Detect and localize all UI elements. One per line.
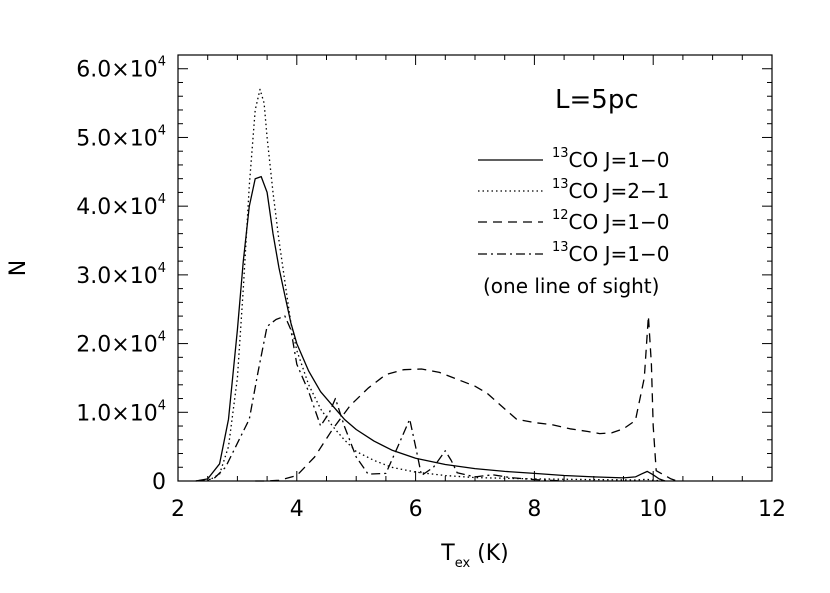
annotation-length: L=5pc [555, 85, 639, 115]
y-tick-mantissa: 1.0×10 [76, 401, 157, 426]
y-tick-label: 4.0×104 [76, 192, 166, 220]
x-tick-label: 4 [290, 497, 304, 522]
y-tick-label: 1.0×104 [76, 398, 166, 426]
legend-label: 13CO J=1−0 [552, 146, 669, 172]
x-axis-label: Tex (K) [440, 541, 509, 571]
plot-frame [177, 54, 773, 482]
legend-label: 13CO J=1−0 [552, 240, 669, 266]
x-axis-label-rest: (K) [470, 541, 509, 566]
x-tick-label: 2 [171, 497, 185, 522]
legend-label: 12CO J=1−0 [552, 208, 669, 234]
series-line-1 [195, 175, 666, 482]
y-tick-label: 6.0×104 [76, 55, 166, 83]
legend-text: CO J=2−1 [569, 179, 670, 203]
legend-label-line2: (one line of sight) [483, 274, 659, 298]
y-tick-mantissa: 6.0×10 [76, 58, 157, 83]
tick-labels: 2 4 6 8 10 1201.0×1042.0×1043.0×1044.0×1045.0… [76, 55, 786, 522]
legend-text: CO J=1−0 [569, 242, 670, 266]
series-line-3 [255, 315, 678, 482]
legend-isotope: 12 [552, 208, 569, 223]
x-tick-label: 8 [527, 497, 541, 522]
y-tick-mantissa: 5.0×10 [76, 126, 157, 151]
y-tick-label: 3.0×104 [76, 261, 166, 289]
x-tick-label: 6 [409, 497, 423, 522]
legend-label: 13CO J=2−1 [552, 177, 669, 203]
legend-isotope: 13 [552, 177, 569, 192]
x-axis-label-sub: ex [455, 556, 471, 571]
legend-text: CO J=1−0 [569, 210, 670, 234]
axis-ticks [177, 55, 773, 482]
y-tick-label: 0 [152, 470, 166, 495]
y-tick-label: 5.0×104 [76, 123, 166, 151]
y-tick-mantissa: 4.0×10 [76, 195, 157, 220]
y-tick-label: 2.0×104 [76, 330, 166, 358]
legend-isotope: 13 [552, 240, 569, 255]
y-tick-exponent: 4 [158, 398, 166, 413]
x-tick-label: 10 [639, 497, 667, 522]
legend-text: CO J=1−0 [569, 148, 670, 172]
y-tick-exponent: 4 [158, 330, 166, 345]
x-tick-label: 12 [758, 497, 786, 522]
y-tick-mantissa: 2.0×10 [76, 333, 157, 358]
y-tick-exponent: 4 [158, 192, 166, 207]
y-tick-mantissa: 3.0×10 [76, 264, 157, 289]
y-tick-exponent: 4 [158, 55, 166, 70]
y-axis-label: N [6, 260, 31, 276]
y-tick-exponent: 4 [158, 123, 166, 138]
y-tick-mantissa: 0 [152, 470, 166, 495]
y-tick-exponent: 4 [158, 261, 166, 276]
series-line-4 [195, 315, 565, 482]
x-axis-label-main: T [440, 541, 455, 566]
legend-isotope: 13 [552, 146, 569, 161]
series-lines [195, 88, 678, 482]
